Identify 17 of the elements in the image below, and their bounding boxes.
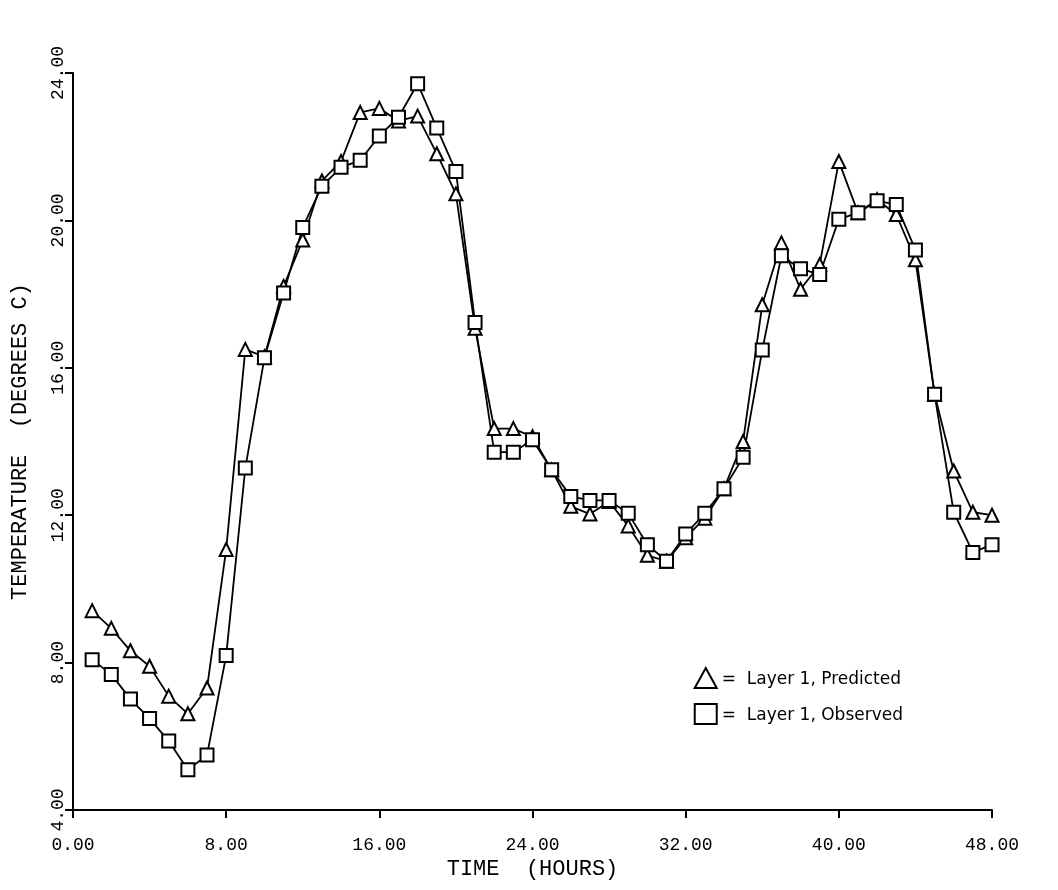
- y-tick-label: 16.00: [48, 340, 68, 395]
- y-tick-label: 4.00: [48, 788, 68, 832]
- x-tick-label: 16.00: [352, 835, 407, 855]
- y-tick-label: 20.00: [48, 193, 68, 248]
- y-tick-label: 24.00: [48, 45, 68, 101]
- legend-label: = Layer 1, Observed: [721, 704, 903, 724]
- x-tick-label: 32.00: [658, 835, 713, 855]
- x-tick-label: 0.00: [51, 835, 95, 855]
- y-tick-label: 12.00: [48, 488, 68, 543]
- x-tick-label: 40.00: [811, 835, 866, 855]
- x-tick-label: 48.00: [964, 835, 1020, 855]
- x-axis-title: TIME (HOURS): [446, 857, 619, 883]
- x-tick-label: 8.00: [204, 835, 248, 855]
- x-tick-label: 24.00: [505, 835, 560, 855]
- y-tick-label: 8.00: [48, 640, 68, 685]
- y-axis-title: TEMPERATURE (DEGREES C): [7, 283, 33, 600]
- legend-label: = Layer 1, Predicted: [721, 668, 902, 688]
